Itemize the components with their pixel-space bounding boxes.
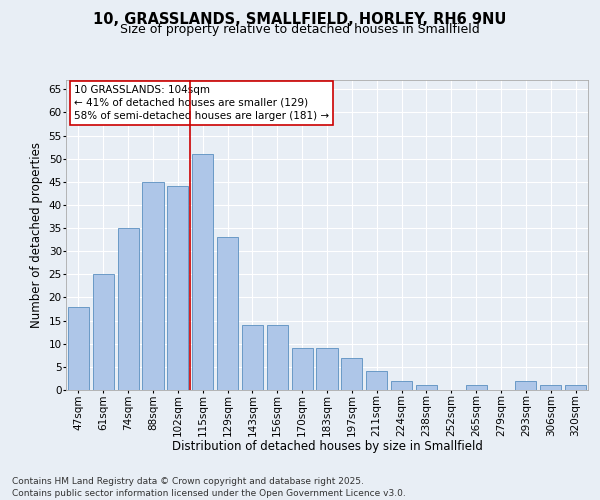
Bar <box>540 386 561 390</box>
Text: 10, GRASSLANDS, SMALLFIELD, HORLEY, RH6 9NU: 10, GRASSLANDS, SMALLFIELD, HORLEY, RH6 … <box>94 12 506 28</box>
Bar <box>466 386 487 390</box>
Bar <box>267 325 288 390</box>
Bar <box>142 182 164 390</box>
Bar <box>515 380 536 390</box>
Bar <box>68 306 89 390</box>
Bar <box>167 186 188 390</box>
Bar <box>565 386 586 390</box>
Bar <box>341 358 362 390</box>
Bar <box>93 274 114 390</box>
Bar <box>292 348 313 390</box>
Bar <box>242 325 263 390</box>
Bar <box>316 348 338 390</box>
Bar <box>118 228 139 390</box>
X-axis label: Distribution of detached houses by size in Smallfield: Distribution of detached houses by size … <box>172 440 482 454</box>
Text: Contains HM Land Registry data © Crown copyright and database right 2025.
Contai: Contains HM Land Registry data © Crown c… <box>12 476 406 498</box>
Bar <box>217 238 238 390</box>
Y-axis label: Number of detached properties: Number of detached properties <box>30 142 43 328</box>
Bar <box>192 154 213 390</box>
Text: 10 GRASSLANDS: 104sqm
← 41% of detached houses are smaller (129)
58% of semi-det: 10 GRASSLANDS: 104sqm ← 41% of detached … <box>74 84 329 121</box>
Bar <box>391 380 412 390</box>
Bar <box>366 372 387 390</box>
Bar <box>416 386 437 390</box>
Text: Size of property relative to detached houses in Smallfield: Size of property relative to detached ho… <box>120 22 480 36</box>
